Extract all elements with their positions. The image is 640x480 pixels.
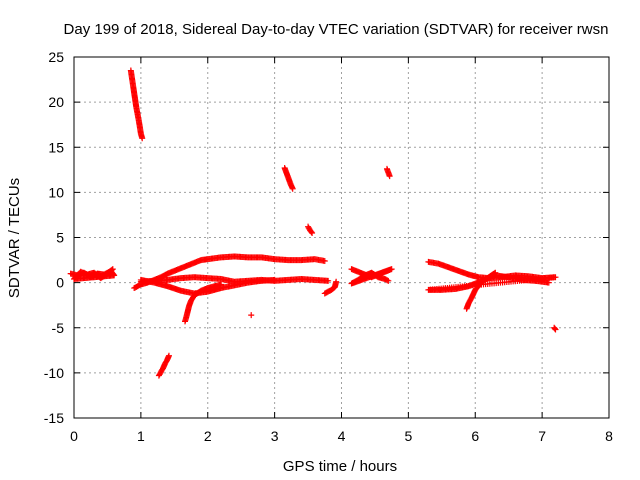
y-tick-label: -15 bbox=[44, 410, 64, 426]
y-tick-label: 20 bbox=[48, 94, 64, 110]
series-arc-3.5 bbox=[305, 223, 316, 236]
series-band-4.2-4.7 bbox=[348, 266, 395, 287]
data-point bbox=[386, 173, 393, 180]
data-point bbox=[271, 276, 278, 283]
data-point bbox=[289, 185, 296, 192]
x-tick-label: 3 bbox=[271, 428, 279, 444]
series-arc-4.7 bbox=[383, 165, 393, 180]
y-tick-label: 0 bbox=[56, 275, 64, 291]
data-point bbox=[552, 326, 559, 333]
y-tick-label: 10 bbox=[48, 184, 64, 200]
series-arc-1.3 bbox=[155, 352, 172, 379]
series-band-0.0-0.6 bbox=[67, 266, 118, 283]
grid bbox=[74, 57, 609, 418]
y-tick-label: -5 bbox=[52, 320, 65, 336]
data-point bbox=[463, 305, 470, 312]
x-tick-label: 6 bbox=[471, 428, 479, 444]
series-arc-3.2 bbox=[281, 165, 296, 192]
series-isolated-7.2 bbox=[551, 324, 559, 333]
data-point bbox=[139, 135, 146, 142]
data-point bbox=[325, 277, 332, 284]
data-point bbox=[109, 266, 116, 273]
series-descent-1.7 bbox=[182, 281, 225, 325]
x-tick-label: 7 bbox=[538, 428, 546, 444]
x-tick-label: 0 bbox=[70, 428, 78, 444]
data-point bbox=[385, 277, 392, 284]
chart-title: Day 199 of 2018, Sidereal Day-to-day VTE… bbox=[64, 21, 609, 38]
x-tick-label: 5 bbox=[404, 428, 412, 444]
data-point bbox=[321, 257, 328, 264]
series-dip-5.9 bbox=[463, 269, 499, 312]
data-point bbox=[165, 352, 172, 359]
data-point bbox=[545, 279, 552, 286]
data-point-trace bbox=[551, 325, 558, 332]
x-tick-label: 8 bbox=[605, 428, 613, 444]
y-tick-label: 15 bbox=[48, 139, 64, 155]
data-point bbox=[182, 318, 189, 325]
data-point-trace bbox=[108, 266, 115, 273]
x-axis-label: GPS time / hours bbox=[283, 458, 397, 475]
data-point bbox=[333, 278, 340, 285]
y-tick-label: 5 bbox=[56, 230, 64, 246]
data-point bbox=[309, 229, 316, 236]
y-axis-label: SDTVAR / TECUs bbox=[6, 178, 23, 298]
axis-ticks bbox=[73, 56, 610, 419]
x-tick-label: 1 bbox=[137, 428, 145, 444]
series-isolated-2.65 bbox=[248, 312, 255, 319]
data-point-trace bbox=[384, 277, 391, 284]
series-tail-3.85 bbox=[321, 278, 340, 297]
data-points bbox=[67, 67, 559, 379]
y-tick-label: 25 bbox=[48, 49, 64, 65]
y-tick-label: -10 bbox=[44, 365, 64, 381]
series-arc-0.85 bbox=[127, 67, 146, 142]
tick-labels: 0 1 2 3 4 5 6 7 8 -15 -10 -5 0 5 10 15 20 25 bbox=[44, 49, 613, 444]
x-tick-label: 4 bbox=[338, 428, 346, 444]
data-point-trace bbox=[308, 229, 315, 236]
x-tick-label: 2 bbox=[204, 428, 212, 444]
data-point bbox=[248, 312, 255, 319]
